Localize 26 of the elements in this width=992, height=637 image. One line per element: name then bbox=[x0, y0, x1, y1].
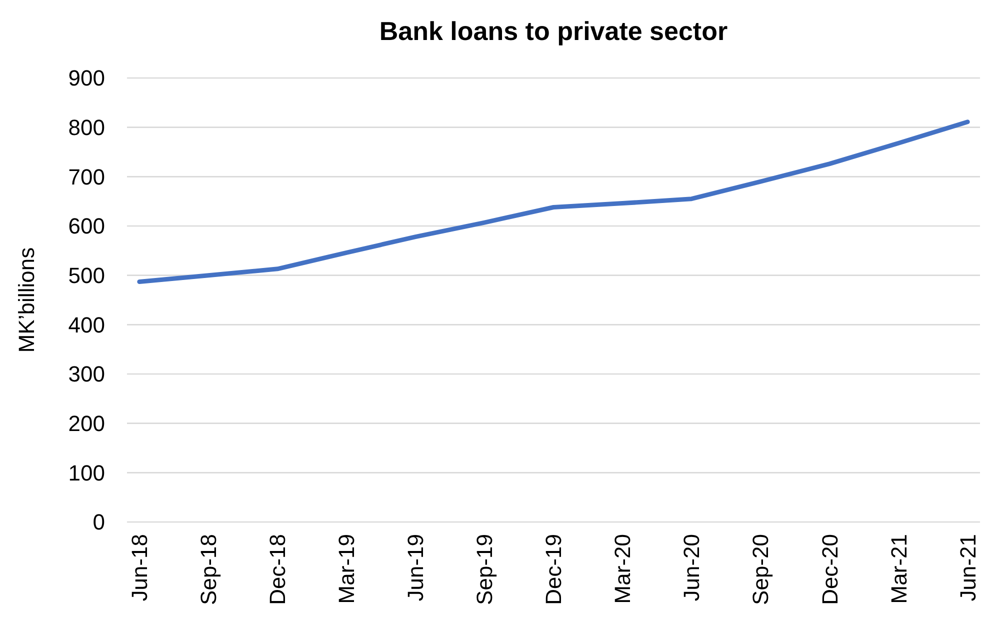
y-tick-label: 300 bbox=[68, 362, 105, 387]
x-tick-label: Mar-20 bbox=[610, 534, 636, 604]
x-tick-label: Mar-21 bbox=[886, 534, 912, 604]
y-axis-title: MK’billions bbox=[14, 247, 39, 353]
x-tick-label: Jun-21 bbox=[955, 534, 980, 602]
x-tick-label: Dec-18 bbox=[265, 534, 290, 605]
x-tick-label: Dec-20 bbox=[817, 534, 842, 605]
chart-title: Bank loans to private sector bbox=[379, 16, 728, 46]
line-series bbox=[137, 120, 970, 284]
x-tick-label: Mar-19 bbox=[334, 534, 360, 604]
y-tick-label: 400 bbox=[68, 312, 105, 338]
x-tick-label: Dec-19 bbox=[541, 534, 566, 605]
y-tick-label: 900 bbox=[68, 66, 105, 91]
y-tick-label: 500 bbox=[68, 263, 105, 288]
y-tick-label: 600 bbox=[68, 214, 105, 239]
x-tick-label: Sep-19 bbox=[472, 534, 498, 605]
y-tick-label: 700 bbox=[68, 164, 105, 190]
x-tick-label: Sep-20 bbox=[748, 534, 774, 605]
x-tick-label: Jun-20 bbox=[679, 534, 704, 602]
y-tick-label: 0 bbox=[92, 510, 105, 535]
y-tick-label: 100 bbox=[68, 460, 105, 486]
y-tick-label: 200 bbox=[68, 411, 105, 436]
y-tick-label: 800 bbox=[68, 115, 105, 140]
x-tick-label: Jun-19 bbox=[403, 534, 428, 602]
x-tick-label: Sep-18 bbox=[196, 534, 222, 605]
x-tick-label: Jun-18 bbox=[127, 534, 152, 602]
